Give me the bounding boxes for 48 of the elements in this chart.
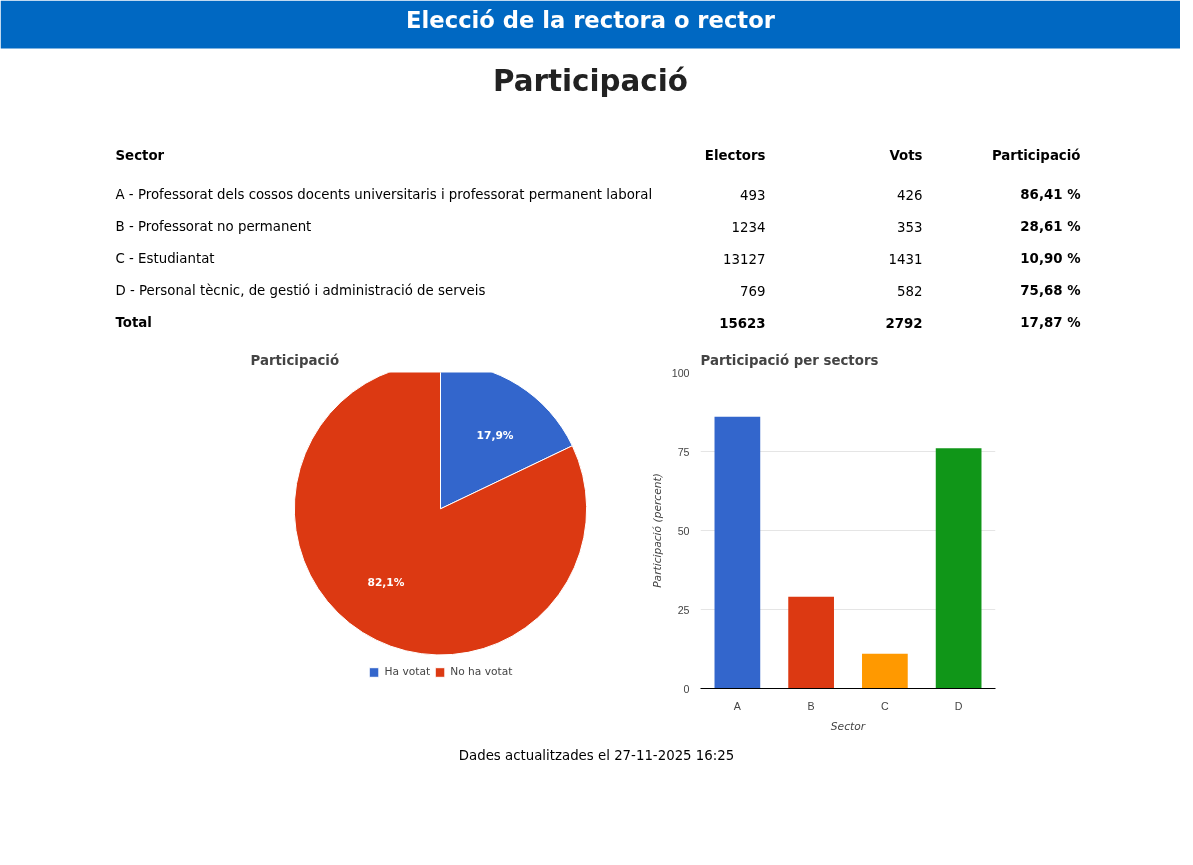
text: Participació bbox=[493, 63, 688, 98]
category-label: C - Estudiantat bbox=[115, 251, 215, 266]
data-label: 17,9% bbox=[476, 428, 514, 442]
category-label: B - Professorat no permanent bbox=[115, 219, 312, 234]
text: Elecció de la rectora o rector bbox=[406, 6, 776, 33]
x-tick-label: C bbox=[881, 699, 890, 712]
x-tick-label: B bbox=[807, 699, 815, 712]
y-tick-label: 0 bbox=[683, 682, 690, 695]
y-tick-label: 75 bbox=[677, 445, 690, 458]
bar bbox=[862, 653, 908, 689]
text: Vots bbox=[889, 148, 923, 163]
data-label: 28,61 % bbox=[1020, 219, 1081, 234]
y-axis-title: Participació (percent) bbox=[650, 473, 664, 588]
bar bbox=[935, 448, 982, 689]
data-label: 82,1% bbox=[367, 575, 405, 589]
bar bbox=[714, 416, 761, 689]
data-label: 17,87 % bbox=[1020, 315, 1081, 330]
data-label: 426 bbox=[897, 187, 923, 203]
series-label: Electors bbox=[704, 148, 766, 163]
chart-title: Participació bbox=[250, 352, 340, 368]
text: Participació bbox=[991, 148, 1081, 163]
data-label: 2792 bbox=[885, 315, 923, 331]
y-tick-label: 100 bbox=[671, 366, 690, 379]
text: Sector bbox=[115, 148, 165, 163]
bar bbox=[788, 596, 834, 689]
data-label: 1234 bbox=[731, 219, 766, 235]
data-label: 353 bbox=[897, 219, 923, 235]
y-tick-label: 25 bbox=[677, 603, 690, 616]
data-label: 769 bbox=[740, 283, 766, 299]
data-label: 493 bbox=[740, 187, 766, 203]
category-label: Total bbox=[115, 315, 152, 330]
legend-label: No ha votat bbox=[450, 665, 513, 678]
legend-label: Ha votat bbox=[384, 665, 431, 678]
category-label: D - Personal tècnic, de gestió i administració de serveis bbox=[115, 283, 486, 298]
data-label: 75,68 % bbox=[1020, 283, 1081, 298]
data-label: 1431 bbox=[888, 251, 923, 267]
text: Dades actualitzades el 27-11-2025 16:25 bbox=[458, 748, 735, 763]
data-label: 10,90 % bbox=[1020, 251, 1081, 266]
data-label: 86,41 % bbox=[1020, 187, 1081, 202]
data-label: 15623 bbox=[719, 315, 766, 331]
y-tick-label: 50 bbox=[677, 524, 690, 537]
x-axis-title: Sector bbox=[830, 719, 866, 733]
category-label: A - Professorat dels cossos docents universitaris i professorat permanent laboral bbox=[115, 187, 653, 202]
x-tick-label: A bbox=[733, 699, 742, 712]
chart-title: Participació per sectors bbox=[700, 352, 879, 368]
data-label: 582 bbox=[897, 283, 923, 299]
data-label: 13127 bbox=[723, 251, 766, 267]
x-tick-label: D bbox=[954, 699, 963, 712]
